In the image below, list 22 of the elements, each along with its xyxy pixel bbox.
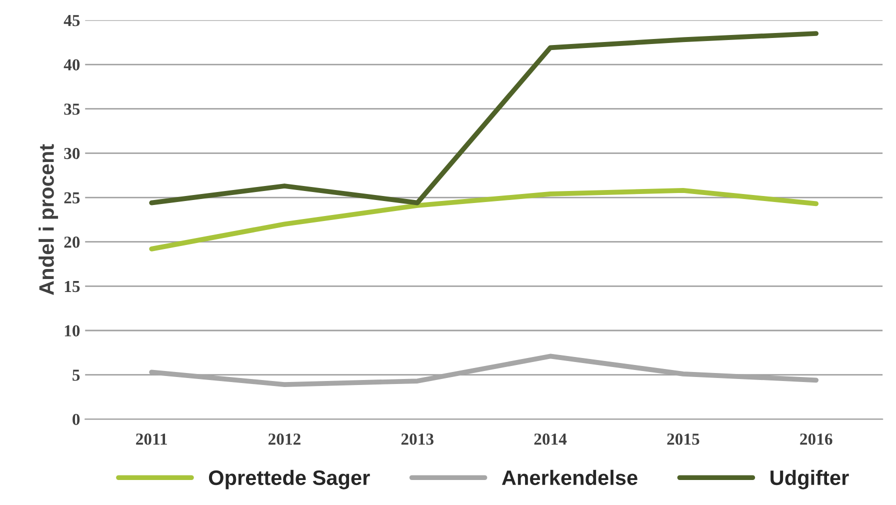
line-series [149,31,819,206]
y-tick-label: 35 [64,104,80,115]
legend-label: Anerkendelse [502,470,638,486]
x-tick-label: 2015 [667,434,700,445]
legend-label: Udgifter [770,470,849,490]
line-series [149,188,819,252]
y-tick-label: 5 [72,370,80,381]
y-tick-label: 10 [64,325,80,336]
x-tick-label: 2012 [268,434,300,445]
x-tick-label: 2016 [800,434,832,445]
y-tick-label: 45 [64,15,80,26]
y-tick-label: 30 [64,148,80,160]
y-tick-label: 20 [64,236,80,248]
y-axis-title: Andel i procent [38,144,58,295]
y-tick-label: 40 [64,59,80,70]
x-tick-label: 2014 [534,434,567,445]
x-tick-label: 2011 [136,434,167,445]
legend-label: Oprettede Sager [208,470,370,490]
y-tick-label: 15 [64,280,80,292]
x-tick-label: 2013 [401,434,434,445]
y-tick-label: 25 [64,192,80,204]
y-tick-label: 0 [72,414,80,426]
